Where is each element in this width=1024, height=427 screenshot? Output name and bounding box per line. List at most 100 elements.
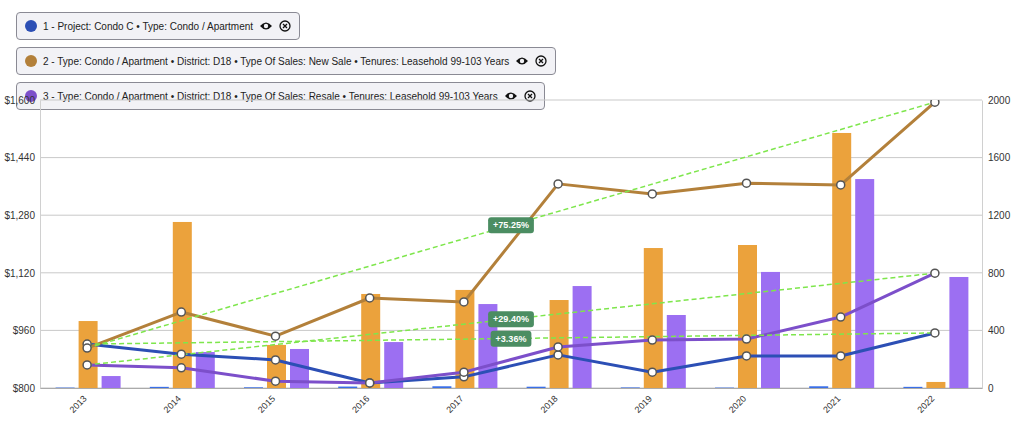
bar [903, 387, 922, 388]
bar [150, 387, 169, 388]
bar [56, 387, 75, 388]
y2-tick-label: 1200 [988, 210, 1011, 221]
y2-tick-label: 800 [988, 268, 1005, 279]
y-axis: $800$960$1,120$1,280$1,440$1,600 [4, 95, 40, 394]
visibility-toggle[interactable] [259, 21, 273, 31]
trend-line [87, 333, 935, 344]
y2-tick: 400 [982, 325, 1005, 336]
bar [738, 245, 757, 388]
trend-label-box [488, 311, 534, 327]
remove-button[interactable] [535, 55, 547, 67]
x-tick: 2022 [915, 388, 936, 415]
point [366, 379, 374, 387]
point [177, 350, 185, 358]
visibility-toggle[interactable] [515, 56, 529, 66]
y2-tick: 1200 [982, 210, 1011, 221]
y-tick-label: $1,120 [4, 268, 35, 279]
point [931, 329, 939, 337]
point [554, 351, 562, 359]
legend-swatch [25, 55, 37, 67]
x-tick: 2021 [821, 388, 842, 415]
trend-label-text: +3.36% [496, 334, 527, 344]
bar [715, 387, 734, 388]
bar [832, 133, 851, 388]
annotations: +3.36% +75.25% +29.40% [488, 217, 534, 346]
point [837, 313, 845, 321]
point [931, 269, 939, 277]
remove-circle [536, 56, 546, 66]
remove-button[interactable] [279, 20, 291, 32]
bar [621, 387, 640, 388]
point [272, 332, 280, 340]
y2-tick: 800 [982, 268, 1005, 279]
bar [926, 382, 945, 388]
trend-line [87, 273, 935, 365]
point [648, 336, 656, 344]
grid-line [40, 100, 982, 101]
bar [338, 387, 357, 388]
trend-label: +29.40% [488, 311, 534, 327]
point [837, 352, 845, 360]
x-tick-label: 2020 [727, 394, 748, 415]
line [87, 333, 935, 383]
remove-cross [283, 24, 287, 28]
y2-tick-label: 1600 [988, 152, 1011, 163]
trend-label: +75.25% [488, 217, 534, 233]
eye-pupil [264, 24, 268, 28]
y-tick: $960 [13, 325, 40, 336]
y-tick: $1,440 [4, 152, 40, 163]
remove-circle [280, 21, 290, 31]
point [648, 368, 656, 376]
legend-item: 1 - Project: Condo C • Type: Condo / Apa… [16, 12, 300, 40]
point [460, 298, 468, 306]
x-tick: 2014 [162, 388, 183, 415]
y2-tick: 1600 [982, 152, 1011, 163]
y-tick: $800 [13, 383, 40, 394]
eye-pupil [520, 59, 524, 63]
y2-tick-label: 400 [988, 325, 1005, 336]
point [460, 368, 468, 376]
y-tick-label: $1,440 [4, 152, 35, 163]
point [648, 190, 656, 198]
point [743, 335, 751, 343]
grid [40, 100, 982, 388]
chart: $800$960$1,120$1,280$1,440$1,60004008001… [0, 0, 1024, 427]
y-tick: $1,120 [4, 268, 40, 279]
bar [949, 277, 968, 388]
x-tick-label: 2015 [256, 394, 277, 415]
bar [761, 272, 780, 388]
axis-line [40, 101, 41, 389]
eye-icon [260, 23, 272, 30]
point [83, 344, 91, 352]
point [554, 343, 562, 351]
x-tick-label: 2016 [350, 394, 371, 415]
x-tick-label: 2013 [68, 394, 89, 415]
x-axis: 2013201420152016201720182019202020212022 [41, 388, 983, 415]
bar [173, 222, 192, 388]
y-tick-label: $1,280 [4, 210, 35, 221]
eye-icon [516, 58, 528, 65]
chart-svg: $800$960$1,120$1,280$1,440$1,60004008001… [0, 0, 1024, 427]
point [272, 377, 280, 385]
markers [83, 269, 939, 387]
x-tick-label: 2017 [444, 394, 465, 415]
point [366, 294, 374, 302]
eye-icon [505, 93, 517, 100]
bar [667, 315, 686, 388]
trend-label-text: +75.25% [493, 220, 529, 230]
bar [809, 386, 828, 388]
axis-line [41, 388, 983, 389]
markers [83, 329, 939, 387]
bar-series [79, 133, 946, 388]
trend-label-box [488, 217, 534, 233]
line [87, 102, 935, 348]
x-tick: 2015 [256, 388, 277, 415]
legend-label: 1 - Project: Condo C • Type: Condo / Apa… [43, 21, 253, 32]
x-tick-label: 2022 [915, 394, 936, 415]
y-tick-label: $960 [13, 325, 36, 336]
y2-tick: 2000 [982, 95, 1011, 106]
x-tick: 2013 [68, 388, 89, 415]
axis-line [982, 101, 983, 389]
point [366, 379, 374, 387]
y-tick: $1,280 [4, 210, 40, 221]
